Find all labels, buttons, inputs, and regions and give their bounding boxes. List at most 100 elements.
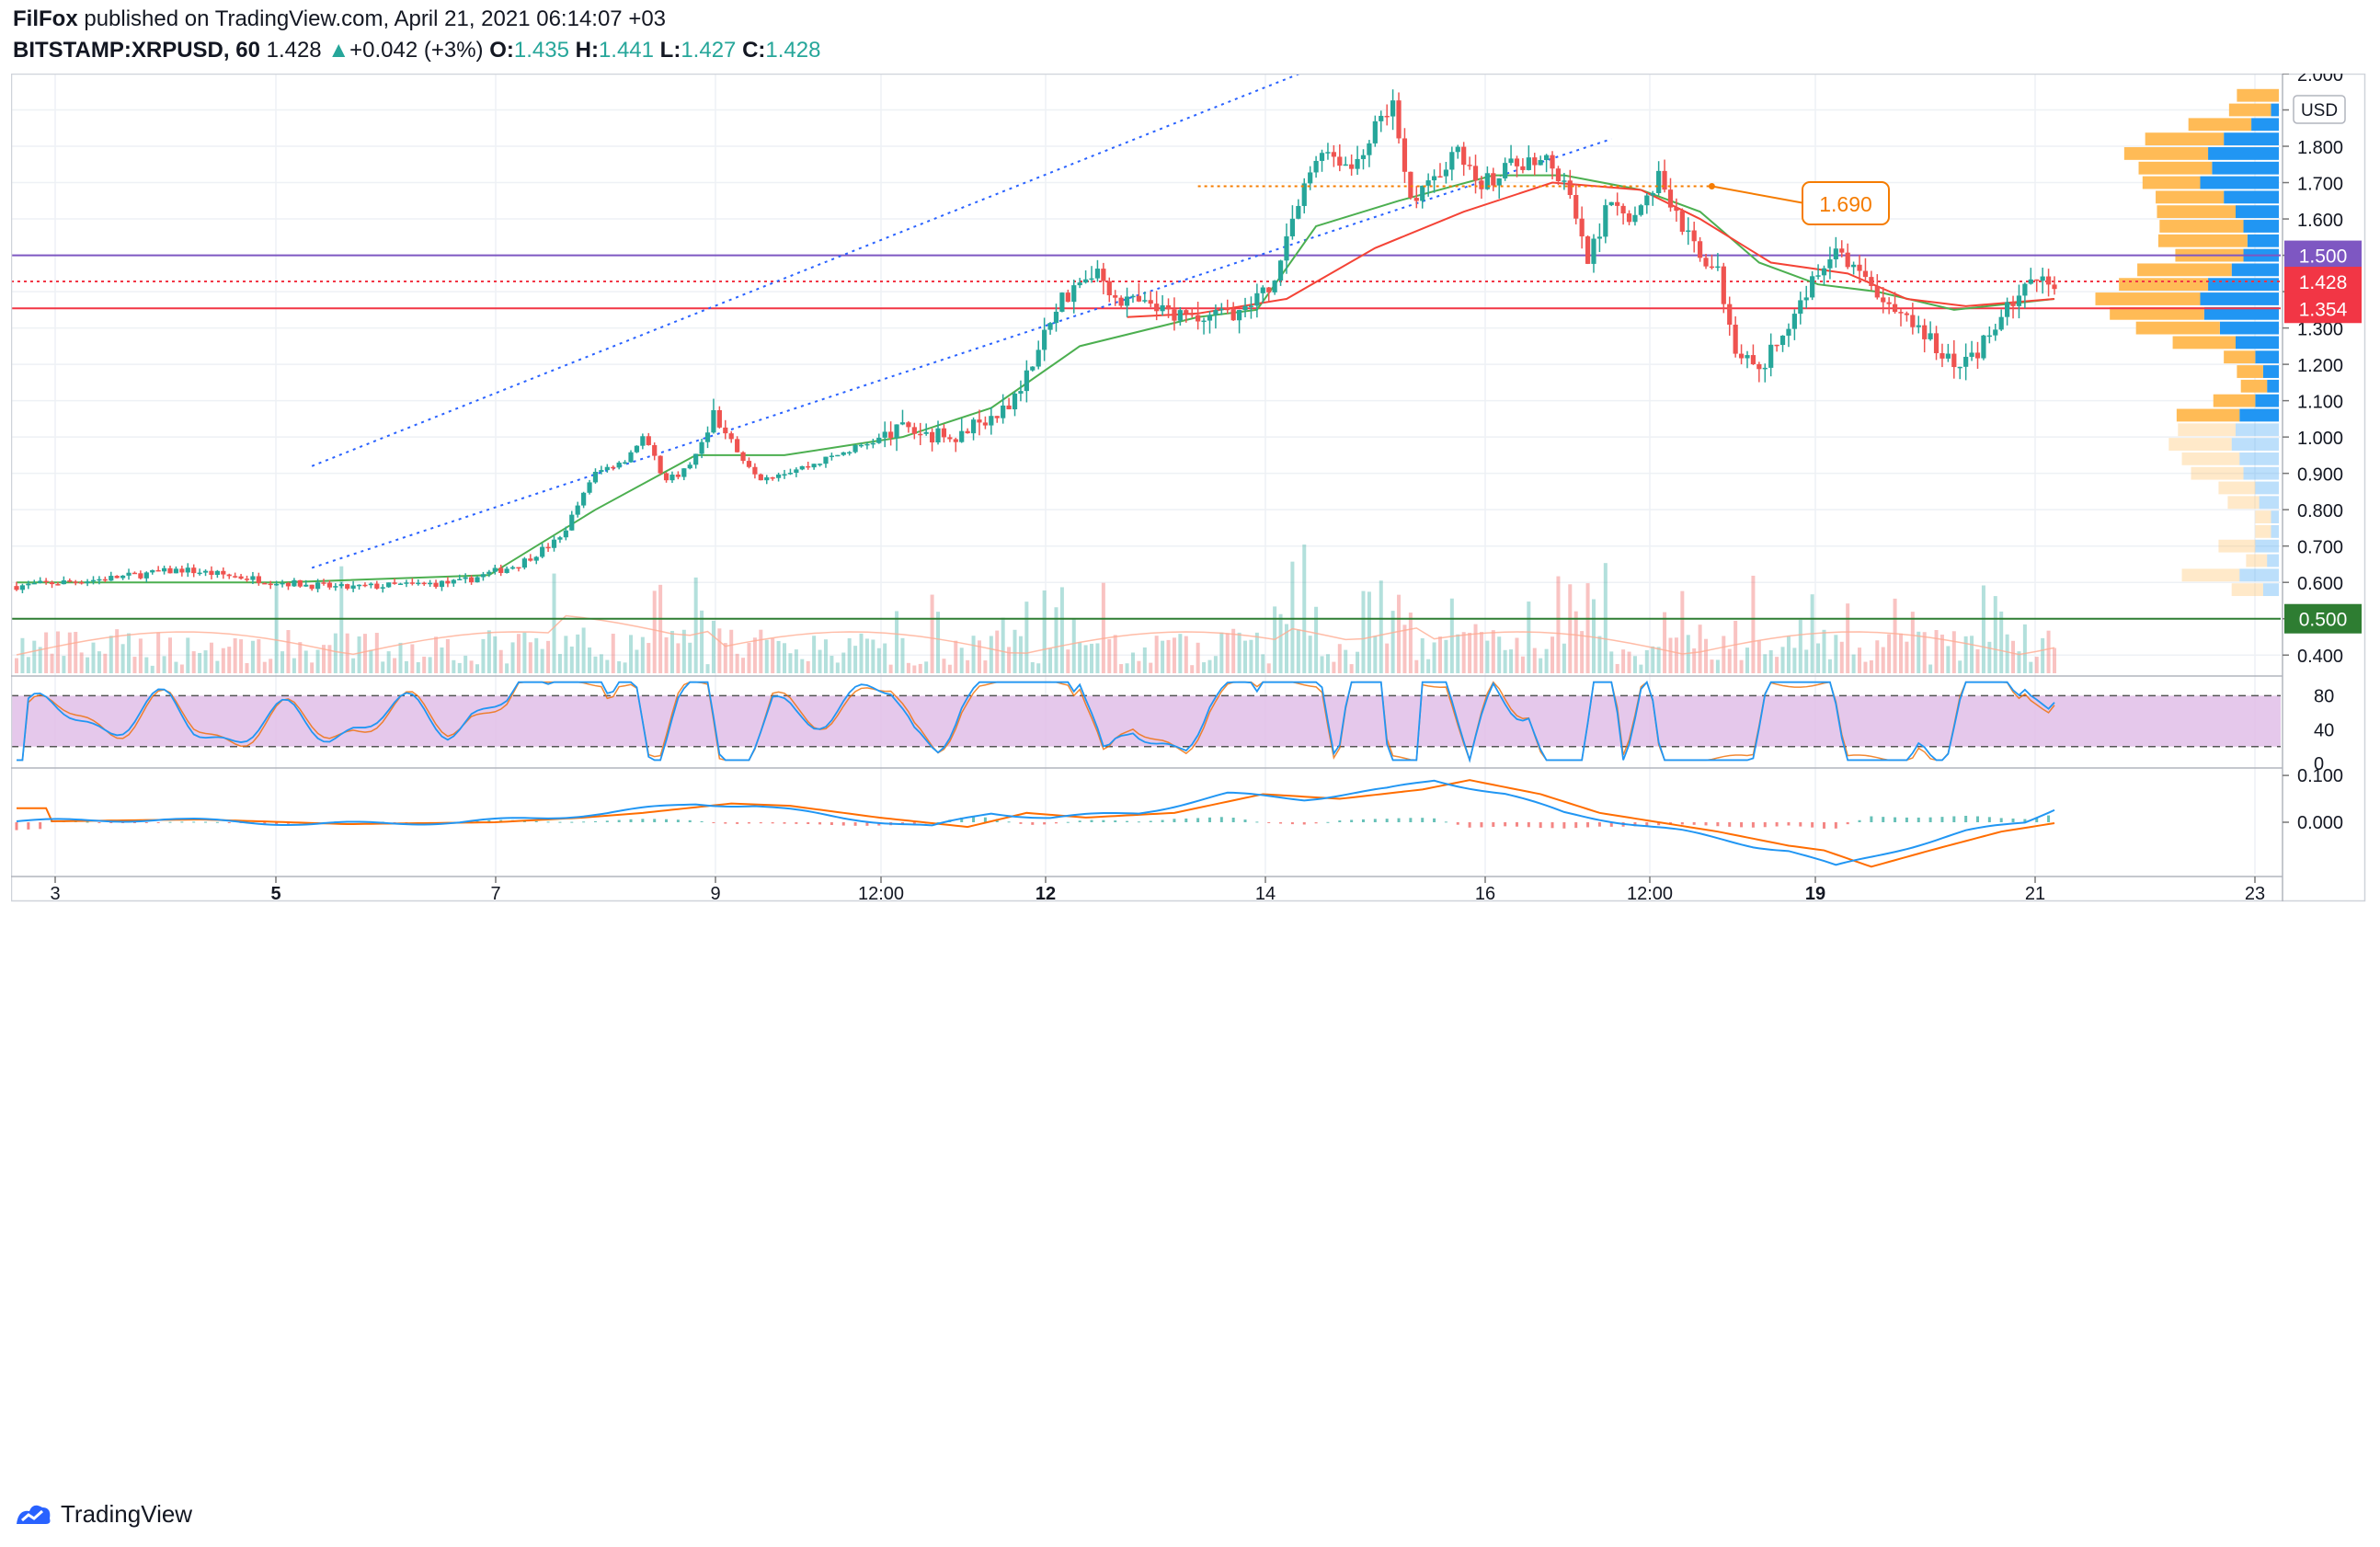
price-tick-label: 1.000 xyxy=(2297,429,2343,449)
volume-bar xyxy=(1898,633,1903,673)
candle-body xyxy=(764,476,770,481)
candle-body xyxy=(716,410,722,428)
volume-bar xyxy=(1042,590,1047,673)
volume-bar xyxy=(1863,661,1868,673)
volume-bar xyxy=(1172,637,1176,673)
volume-bar xyxy=(339,566,344,673)
volume-bar xyxy=(635,649,639,673)
candle-body xyxy=(1862,270,1869,278)
macd-histogram-bar xyxy=(1102,819,1105,822)
macd-histogram-bar xyxy=(1975,816,1979,822)
publisher-name[interactable]: FilFox xyxy=(13,6,78,31)
volume-bar xyxy=(924,661,929,673)
candle-body xyxy=(1006,405,1012,410)
volume-profile xyxy=(2095,88,2279,597)
volume-bar xyxy=(280,651,285,673)
volume-profile-down xyxy=(2255,524,2271,538)
macd-histogram-bar xyxy=(1350,819,1354,822)
time-tick-label: 12 xyxy=(1036,884,1056,904)
chart-canvas[interactable]: 2.0001.9001.8001.7001.6001.5001.4001.300… xyxy=(11,74,2369,1490)
candle-body xyxy=(73,581,78,583)
candle-body xyxy=(575,505,580,515)
candle-body xyxy=(806,465,811,468)
macd-histogram-bar xyxy=(1126,820,1129,822)
volume-profile-down xyxy=(2168,438,2232,451)
volume-bar xyxy=(1692,648,1697,673)
annotation-pointer-line xyxy=(1711,185,1811,205)
level-price-badge-text: 1.500 xyxy=(2299,246,2348,268)
volume-bar xyxy=(588,647,592,673)
candle-body xyxy=(167,567,173,574)
volume-profile-up xyxy=(2203,306,2279,320)
volume-bar xyxy=(362,634,367,673)
time-axis[interactable]: 3 5 7 9 12:00 12 14 16 12:00 19 21 23 xyxy=(50,877,2265,904)
volume-bar xyxy=(1663,612,1667,673)
volume-bar xyxy=(1213,656,1218,673)
macd-histogram-bar xyxy=(558,821,562,823)
candle-body xyxy=(1059,292,1065,312)
rsi-overbought-oversold-band xyxy=(11,695,2281,747)
candle-body xyxy=(1608,201,1614,206)
volume-bar xyxy=(1125,663,1129,673)
volume-profile-down xyxy=(2224,350,2256,364)
volume-bar xyxy=(440,647,444,673)
volume-bar xyxy=(469,660,474,673)
macd-histogram-bar xyxy=(712,822,715,823)
candle-body xyxy=(274,583,280,586)
macd-histogram-bar xyxy=(1775,822,1779,827)
candle-body xyxy=(1248,305,1254,307)
price-axis[interactable]: 2.0001.9001.8001.7001.6001.5001.4001.300… xyxy=(2283,74,2362,833)
volume-profile-down xyxy=(2255,510,2271,523)
channel-lower-line xyxy=(311,138,1612,569)
volume-bar xyxy=(522,632,527,673)
price-tick-label: 1.700 xyxy=(2297,175,2343,195)
candle-body xyxy=(858,444,864,447)
volume-profile-up xyxy=(2239,452,2279,465)
volume-bar xyxy=(498,649,503,673)
volume-bar xyxy=(174,661,178,673)
horizontal-levels[interactable] xyxy=(11,254,2281,620)
candle-body xyxy=(1596,236,1603,239)
price-tick-label: 1.100 xyxy=(2297,393,2343,413)
candle-body xyxy=(1815,275,1821,277)
trend-channel[interactable] xyxy=(311,74,1612,569)
volume-bar xyxy=(1479,632,1483,673)
candle-body xyxy=(1686,230,1691,233)
macd-histogram-bar xyxy=(1822,822,1825,829)
candle-body xyxy=(1001,405,1006,418)
annotation[interactable]: 1.690 xyxy=(1197,181,1890,225)
volume-bar xyxy=(1532,647,1537,673)
candle-body xyxy=(888,431,894,439)
volume-bar xyxy=(50,653,54,673)
volume-bar xyxy=(1786,636,1791,673)
candle-body xyxy=(1532,157,1538,166)
candle-body xyxy=(90,579,97,582)
candle-body xyxy=(823,456,829,464)
macd-histogram-bar xyxy=(570,821,574,823)
candle-body xyxy=(551,539,557,548)
outer-frame xyxy=(11,74,2366,902)
volume-bar xyxy=(322,645,326,673)
candle-body xyxy=(109,576,114,581)
candle-body xyxy=(953,439,958,442)
volume-bar xyxy=(1266,663,1271,673)
candle-body xyxy=(540,546,545,557)
macd-histogram-bar xyxy=(1468,822,1471,828)
candle-body xyxy=(1910,315,1916,327)
volume-bar xyxy=(1468,632,1472,673)
price-tick-label: 0.900 xyxy=(2297,465,2343,486)
volume-bar xyxy=(723,643,727,673)
volume-bar xyxy=(700,610,704,673)
candle-body xyxy=(775,474,782,478)
volume-moving-average xyxy=(16,614,2055,656)
volume-bar xyxy=(1332,661,1336,673)
candle-body xyxy=(262,582,268,585)
volume-profile-down xyxy=(2095,292,2201,305)
symbol-name[interactable]: BITSTAMP:XRPUSD, 60 xyxy=(13,38,260,63)
candle-body xyxy=(1591,238,1596,264)
volume-profile-up xyxy=(2262,583,2279,597)
volume-bar xyxy=(1071,618,1076,673)
candle-body xyxy=(463,577,468,579)
volume-bar xyxy=(1397,594,1402,673)
volume-profile-up xyxy=(2255,481,2279,495)
